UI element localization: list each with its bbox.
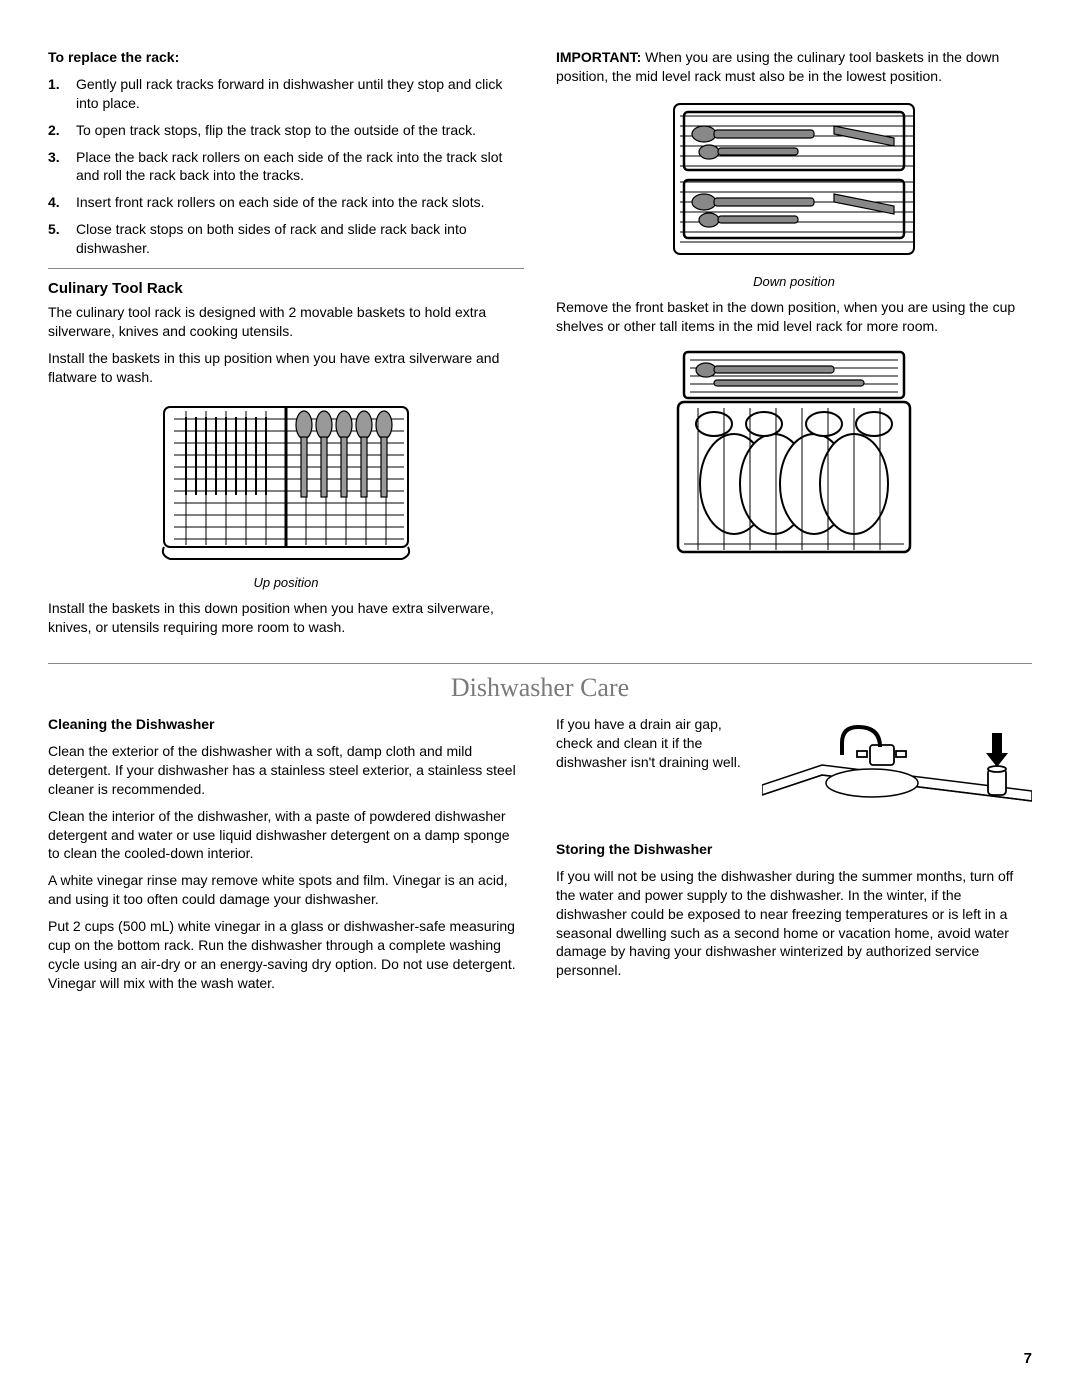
figure-up-position: Up position (48, 395, 524, 591)
remove-text: Remove the front basket in the down posi… (556, 298, 1032, 336)
care-p2: Clean the interior of the dishwasher, wi… (48, 807, 524, 864)
care-right: If you have a drain air gap, check and c… (556, 715, 1032, 1001)
step-2: To open track stops, flip the track stop… (48, 121, 524, 140)
storing-heading: Storing the Dishwasher (556, 840, 1032, 859)
section-title: Dishwasher Care (48, 670, 1032, 705)
care-p1: Clean the exterior of the dishwasher wit… (48, 742, 524, 799)
care-left: Cleaning the Dishwasher Clean the exteri… (48, 715, 524, 1001)
culinary-p2: Install the baskets in this up position … (48, 349, 524, 387)
figure-airgap (762, 715, 1032, 830)
airgap-text: If you have a drain air gap, check and c… (556, 715, 752, 830)
replace-steps: Gently pull rack tracks forward in dishw… (48, 75, 524, 258)
important-label: IMPORTANT: (556, 49, 641, 65)
up-caption: Up position (48, 574, 524, 592)
care-p4: Put 2 cups (500 mL) white vinegar in a g… (48, 917, 524, 993)
cleaning-heading: Cleaning the Dishwasher (48, 715, 524, 734)
important-paragraph: IMPORTANT: When you are using the culina… (556, 48, 1032, 86)
airgap-row: If you have a drain air gap, check and c… (556, 715, 1032, 830)
divider (48, 268, 524, 269)
figure-down-position: Down position (556, 94, 1032, 290)
down-caption: Down position (556, 273, 1032, 291)
top-columns: To replace the rack: Gently pull rack tr… (48, 48, 1032, 645)
care-p3: A white vinegar rinse may remove white s… (48, 871, 524, 909)
step-1: Gently pull rack tracks forward in dishw… (48, 75, 524, 113)
left-column: To replace the rack: Gently pull rack tr… (48, 48, 524, 645)
storing-text: If you will not be using the dishwasher … (556, 867, 1032, 980)
section-divider (48, 663, 1032, 664)
care-columns: Cleaning the Dishwasher Clean the exteri… (48, 715, 1032, 1001)
figure-combined-rack (556, 344, 1032, 569)
step-3: Place the back rack rollers on each side… (48, 148, 524, 186)
step-5: Close track stops on both sides of rack … (48, 220, 524, 258)
culinary-p1: The culinary tool rack is designed with … (48, 303, 524, 341)
page-number: 7 (1024, 1349, 1032, 1369)
replace-heading: To replace the rack: (48, 48, 524, 67)
step-4: Insert front rack rollers on each side o… (48, 193, 524, 212)
culinary-heading: Culinary Tool Rack (48, 279, 524, 299)
right-column: IMPORTANT: When you are using the culina… (556, 48, 1032, 645)
culinary-p3: Install the baskets in this down positio… (48, 599, 524, 637)
